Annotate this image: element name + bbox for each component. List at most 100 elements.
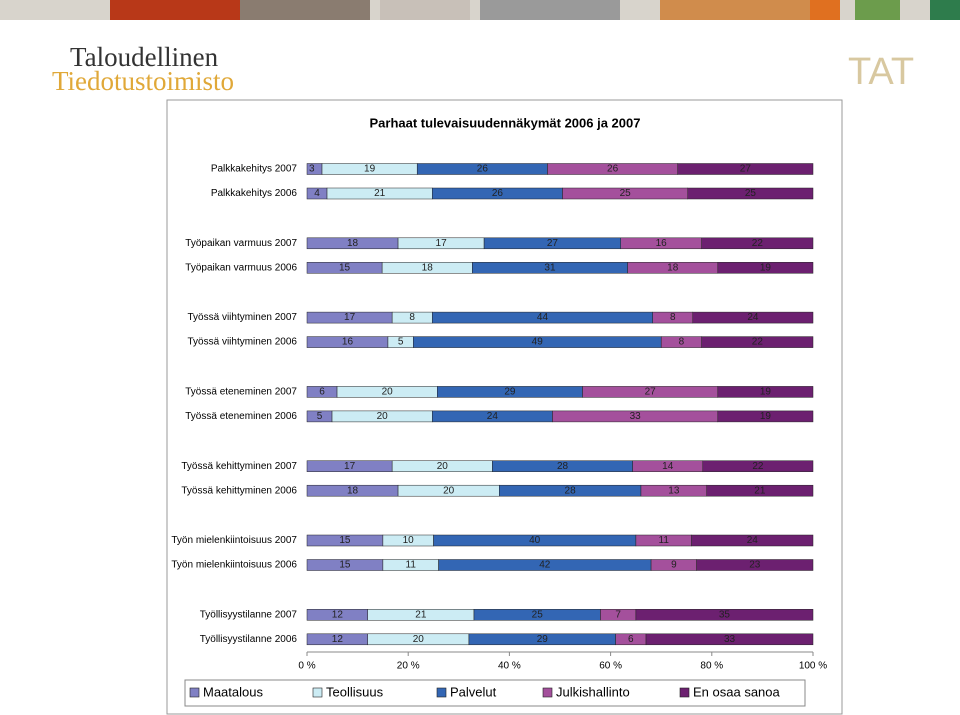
- data-label: 33: [724, 634, 736, 645]
- bar-segment: [717, 262, 814, 274]
- data-label: 21: [415, 609, 427, 620]
- bar-segment: [717, 410, 814, 423]
- y-tick-label: Työssä eteneminen 2006: [185, 411, 297, 422]
- data-label: 15: [339, 535, 351, 546]
- data-label: 8: [670, 312, 676, 323]
- data-label: 29: [537, 634, 549, 645]
- data-label: 9: [671, 560, 677, 571]
- data-label: 17: [344, 461, 356, 472]
- legend-frame: [184, 679, 806, 707]
- data-label: 49: [532, 337, 544, 348]
- bar-segment: [691, 534, 814, 547]
- bar-segment: [645, 633, 814, 646]
- y-tick-label: Työpaikan varmuus 2006: [185, 262, 297, 273]
- data-label: 44: [537, 312, 549, 323]
- data-label: 31: [544, 262, 556, 273]
- y-tick-label: Palkkakehitys 2006: [211, 188, 298, 199]
- data-label: 26: [492, 188, 504, 199]
- data-label: 3: [309, 164, 315, 175]
- legend-label: Palvelut: [450, 684, 497, 699]
- legend-swatch: [312, 687, 323, 698]
- data-label: 8: [409, 312, 415, 323]
- data-label: 17: [436, 238, 448, 249]
- legend-swatch: [542, 687, 553, 698]
- data-label: 20: [413, 634, 425, 645]
- bar-segment: [677, 163, 814, 175]
- data-label: 21: [754, 485, 766, 496]
- bar-segment: [717, 386, 814, 398]
- data-label: 35: [719, 609, 731, 620]
- y-tick-label: Työssä viihtyminen 2006: [187, 337, 297, 348]
- y-tick-label: Työssä kehittyminen 2007: [181, 461, 297, 472]
- y-tick-label: Palkkakehitys 2007: [211, 164, 298, 175]
- legend-swatch: [189, 687, 200, 698]
- y-tick-label: Työn mielenkiintoisuus 2006: [171, 560, 297, 571]
- legend-label: Teollisuus: [326, 684, 384, 699]
- bar-segment: [692, 311, 814, 324]
- bar-segment: [701, 336, 814, 348]
- data-label: 20: [437, 461, 449, 472]
- legend-swatch: [436, 687, 447, 698]
- data-label: 22: [752, 461, 764, 472]
- data-label: 10: [403, 535, 415, 546]
- data-label: 40: [529, 535, 541, 546]
- x-tick-label: 100 %: [799, 661, 827, 672]
- data-label: 22: [752, 337, 764, 348]
- y-tick-label: Työssä eteneminen 2007: [185, 387, 297, 398]
- data-label: 19: [760, 411, 772, 422]
- logo-line1: Taloudellinen: [70, 42, 219, 72]
- data-label: 25: [620, 188, 632, 199]
- data-label: 11: [659, 535, 670, 546]
- data-label: 7: [615, 609, 621, 620]
- x-tick-label: 40 %: [498, 661, 521, 672]
- data-label: 24: [487, 411, 499, 422]
- data-label: 12: [332, 634, 344, 645]
- data-label: 18: [422, 262, 434, 273]
- bar-segment: [635, 609, 814, 621]
- data-label: 42: [539, 560, 551, 571]
- legend-label: Maatalous: [203, 684, 263, 699]
- logo-line2: Tiedotustoimisto: [52, 66, 234, 96]
- x-tick-label: 80 %: [700, 661, 723, 672]
- data-label: 23: [749, 560, 761, 571]
- data-label: 19: [760, 262, 772, 273]
- data-label: 22: [752, 238, 764, 249]
- y-tick-label: Työllisyystilanne 2007: [200, 609, 298, 620]
- data-label: 19: [364, 164, 376, 175]
- data-label: 29: [504, 387, 516, 398]
- legend-label: En osaa sanoa: [693, 684, 781, 699]
- chart-title: Parhaat tulevaisuudennäkymät 2006 ja 200…: [370, 115, 641, 130]
- data-label: 25: [532, 609, 544, 620]
- y-tick-label: Työn mielenkiintoisuus 2007: [171, 535, 297, 546]
- data-label: 18: [347, 485, 359, 496]
- y-tick-label: Työllisyystilanne 2006: [200, 634, 298, 645]
- data-label: 6: [319, 387, 325, 398]
- data-label: 18: [347, 238, 359, 249]
- data-label: 19: [760, 387, 772, 398]
- data-label: 27: [547, 238, 559, 249]
- data-label: 21: [374, 188, 386, 199]
- legend-swatch: [679, 687, 690, 698]
- data-label: 26: [607, 164, 619, 175]
- data-label: 5: [317, 411, 323, 422]
- data-label: 6: [628, 634, 634, 645]
- data-label: 16: [656, 238, 668, 249]
- data-label: 33: [630, 411, 642, 422]
- data-label: 28: [557, 461, 569, 472]
- data-label: 13: [668, 485, 680, 496]
- bar-segment: [701, 237, 814, 250]
- bar-segment: [702, 460, 814, 472]
- data-label: 28: [565, 485, 577, 496]
- data-label: 27: [740, 164, 752, 175]
- y-tick-label: Työssä kehittyminen 2006: [181, 485, 297, 496]
- x-tick-label: 0 %: [298, 661, 315, 672]
- data-label: 20: [443, 485, 455, 496]
- data-label: 24: [747, 535, 759, 546]
- data-label: 15: [339, 262, 351, 273]
- data-label: 20: [382, 387, 394, 398]
- data-label: 5: [398, 337, 404, 348]
- data-label: 8: [679, 337, 685, 348]
- data-label: 17: [344, 312, 356, 323]
- data-label: 26: [477, 164, 489, 175]
